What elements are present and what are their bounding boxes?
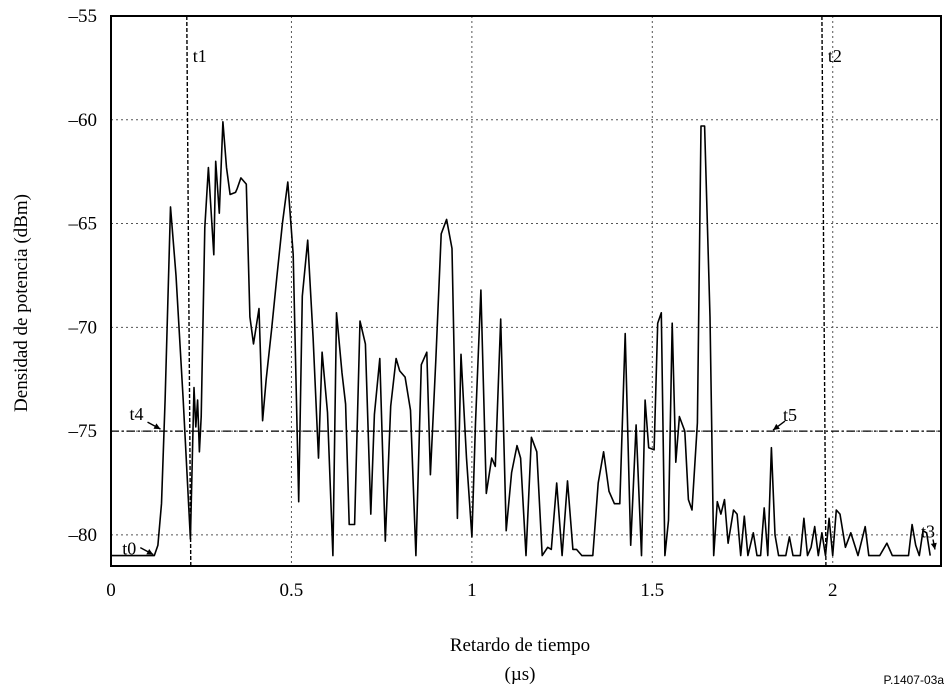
annotation-t5: t5 bbox=[772, 405, 797, 431]
annotations: t0 t4 t5 t3 bbox=[122, 404, 937, 559]
y-tick-label: –65 bbox=[68, 214, 98, 235]
x-tick-label: 0 bbox=[106, 580, 116, 601]
annotation-label: t0 bbox=[122, 539, 136, 559]
y-axis-title: Densidad de potencia (dBm) bbox=[11, 194, 32, 412]
marker-label-t2: t2 bbox=[828, 46, 842, 66]
x-tick-label: 1.5 bbox=[640, 580, 664, 601]
x-tick-label: 2 bbox=[828, 580, 838, 601]
x-axis-title: Retardo de tiempo bbox=[450, 635, 590, 656]
annotation-t4: t4 bbox=[130, 404, 161, 430]
x-tick-label: 1 bbox=[467, 580, 477, 601]
annotation-label: t4 bbox=[130, 404, 144, 424]
annotation-arrowhead bbox=[153, 423, 161, 430]
annotation-arrowhead bbox=[773, 423, 780, 431]
annotation-arrowhead bbox=[146, 548, 154, 555]
grid bbox=[111, 16, 941, 566]
marker-label-t1: t1 bbox=[193, 46, 207, 66]
annotation-t0: t0 bbox=[122, 539, 154, 559]
x-tick-labels: 0 0.5 1 1.5 2 bbox=[106, 580, 837, 601]
annotation-t3: t3 bbox=[921, 521, 937, 550]
y-tick-label: –80 bbox=[68, 525, 98, 546]
x-axis-unit: (µs) bbox=[505, 664, 536, 685]
y-tick-label: –55 bbox=[68, 6, 98, 27]
marker-lines: t1 t2 bbox=[186, 15, 842, 567]
annotation-label: t3 bbox=[921, 521, 935, 541]
x-tick-label: 0.5 bbox=[280, 580, 304, 601]
y-tick-labels: –55 –60 –65 –70 –75 –80 bbox=[68, 6, 98, 546]
figure-id: P.1407-03a bbox=[883, 673, 944, 687]
plot-frame bbox=[110, 15, 942, 567]
annotation-label: t5 bbox=[783, 405, 797, 425]
marker-line-t2 bbox=[821, 15, 827, 567]
annotation-arrowhead bbox=[930, 542, 937, 550]
y-tick-label: –70 bbox=[68, 317, 98, 338]
series-line-0 bbox=[111, 121, 931, 557]
y-tick-label: –75 bbox=[68, 421, 98, 442]
marker-line-t1 bbox=[186, 15, 192, 567]
y-tick-label: –60 bbox=[68, 110, 98, 131]
series-group bbox=[111, 121, 931, 557]
